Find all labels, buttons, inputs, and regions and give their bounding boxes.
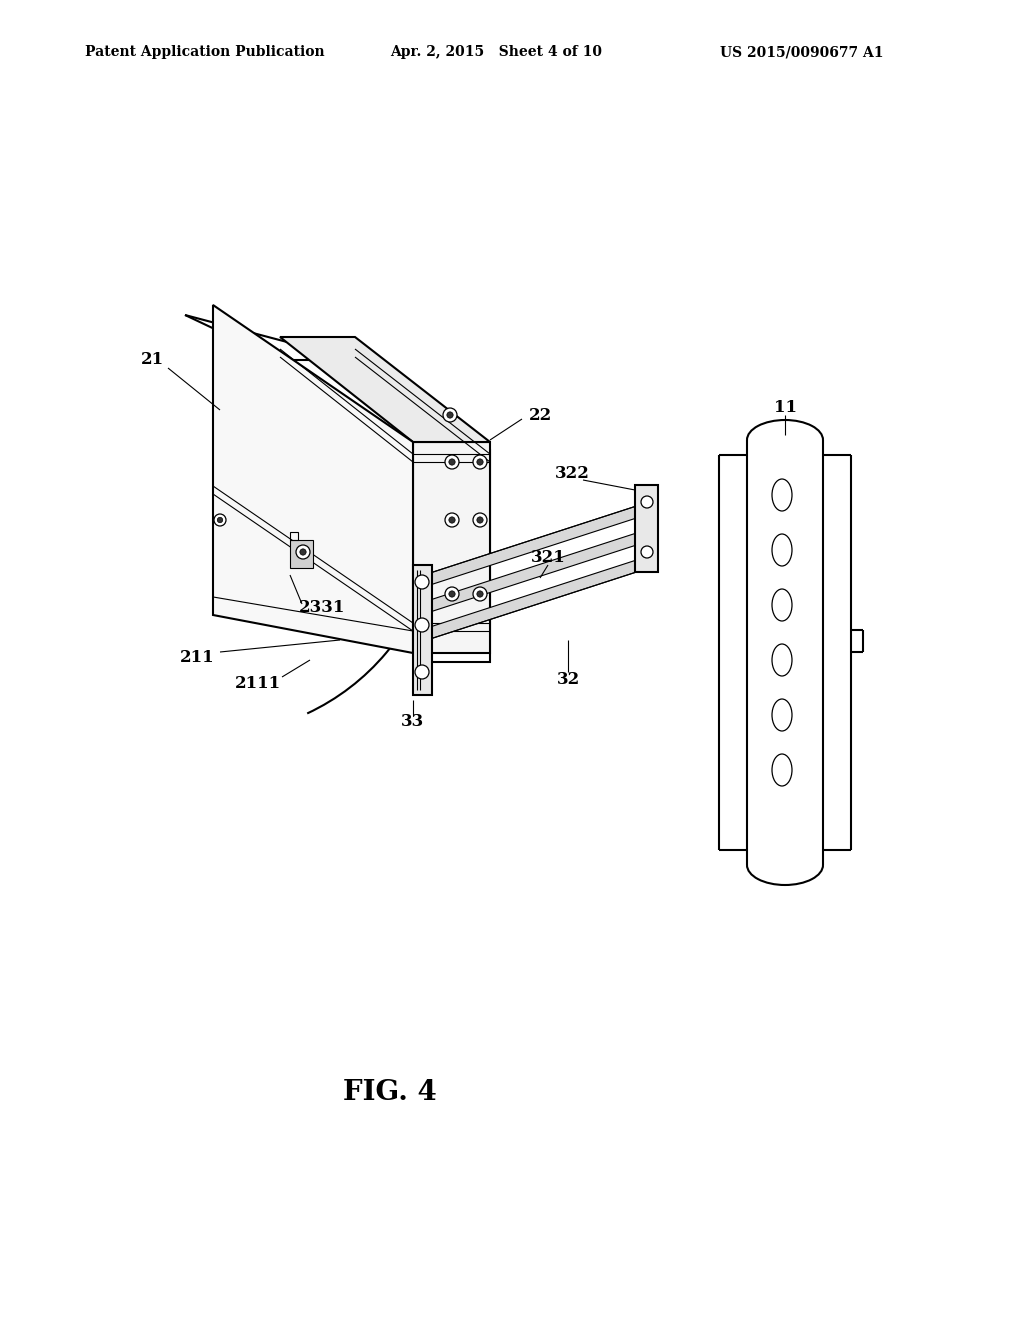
Text: 22: 22 bbox=[528, 407, 552, 424]
Circle shape bbox=[473, 455, 487, 469]
Polygon shape bbox=[430, 554, 655, 639]
Polygon shape bbox=[413, 442, 490, 653]
Text: Patent Application Publication: Patent Application Publication bbox=[85, 45, 325, 59]
Circle shape bbox=[473, 513, 487, 527]
Ellipse shape bbox=[772, 754, 792, 785]
Ellipse shape bbox=[772, 535, 792, 566]
Circle shape bbox=[217, 517, 222, 523]
Circle shape bbox=[477, 591, 483, 597]
Circle shape bbox=[449, 517, 455, 523]
Circle shape bbox=[641, 496, 653, 508]
Text: FIG. 4: FIG. 4 bbox=[343, 1078, 437, 1106]
Polygon shape bbox=[290, 540, 313, 568]
Circle shape bbox=[641, 546, 653, 558]
Circle shape bbox=[449, 459, 455, 465]
Text: 2331: 2331 bbox=[299, 599, 345, 616]
Text: 211: 211 bbox=[179, 648, 214, 665]
Text: 11: 11 bbox=[773, 400, 797, 417]
Polygon shape bbox=[430, 527, 655, 612]
Text: 21: 21 bbox=[140, 351, 164, 368]
Text: 32: 32 bbox=[556, 672, 580, 689]
Circle shape bbox=[443, 408, 457, 422]
Circle shape bbox=[415, 576, 429, 589]
Ellipse shape bbox=[772, 479, 792, 511]
Text: US 2015/0090677 A1: US 2015/0090677 A1 bbox=[720, 45, 884, 59]
Circle shape bbox=[445, 455, 459, 469]
Circle shape bbox=[477, 517, 483, 523]
Polygon shape bbox=[430, 500, 655, 585]
Text: 2111: 2111 bbox=[234, 675, 281, 692]
Polygon shape bbox=[213, 305, 413, 653]
Circle shape bbox=[415, 665, 429, 678]
Text: Apr. 2, 2015   Sheet 4 of 10: Apr. 2, 2015 Sheet 4 of 10 bbox=[390, 45, 602, 59]
Circle shape bbox=[445, 513, 459, 527]
Circle shape bbox=[415, 618, 429, 632]
Circle shape bbox=[214, 513, 226, 525]
Circle shape bbox=[449, 591, 455, 597]
Ellipse shape bbox=[772, 589, 792, 620]
Circle shape bbox=[446, 412, 454, 418]
Polygon shape bbox=[635, 484, 658, 572]
Circle shape bbox=[296, 545, 310, 558]
Polygon shape bbox=[413, 565, 432, 696]
Circle shape bbox=[300, 549, 306, 556]
Circle shape bbox=[477, 459, 483, 465]
Circle shape bbox=[445, 587, 459, 601]
Text: 33: 33 bbox=[401, 714, 425, 730]
Polygon shape bbox=[280, 337, 490, 442]
Text: 322: 322 bbox=[555, 465, 590, 482]
Text: 321: 321 bbox=[530, 549, 565, 566]
Ellipse shape bbox=[772, 644, 792, 676]
Circle shape bbox=[473, 587, 487, 601]
Ellipse shape bbox=[772, 700, 792, 731]
